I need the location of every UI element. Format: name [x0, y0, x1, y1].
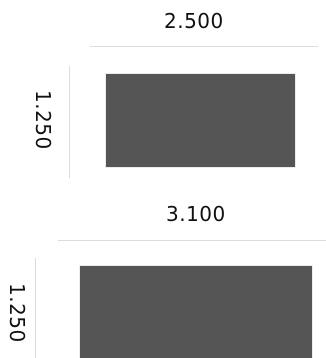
shape-1-width-dimension-line — [90, 46, 318, 47]
shape-2-rectangle — [80, 266, 312, 358]
shape-2-width-label: 3.100 — [166, 202, 226, 226]
shape-1-height-label: 1.250 — [31, 90, 55, 150]
shape-1-rectangle — [106, 74, 295, 167]
shape-2-height-dimension-line — [35, 258, 36, 358]
shape-1-width-label: 2.500 — [164, 9, 224, 33]
shape-1-height-dimension-line — [69, 66, 70, 178]
shape-2-width-dimension-line — [58, 240, 326, 241]
shape-2-height-label: 1.250 — [5, 283, 29, 343]
